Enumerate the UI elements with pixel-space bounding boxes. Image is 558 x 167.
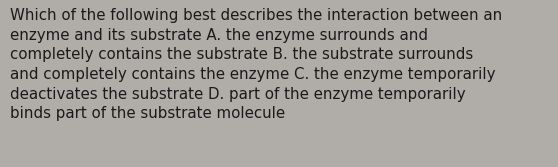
Text: Which of the following best describes the interaction between an
enzyme and its : Which of the following best describes th… (10, 8, 502, 121)
